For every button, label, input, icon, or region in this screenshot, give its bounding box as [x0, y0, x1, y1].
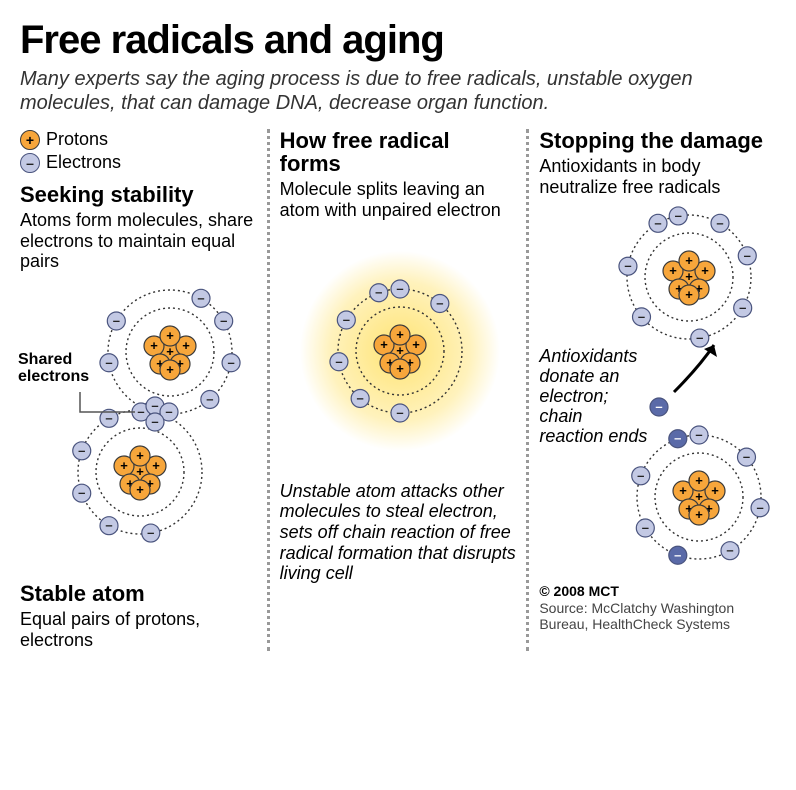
svg-text:+: +	[396, 361, 404, 376]
col1-bottom-body: Equal pairs of protons, electrons	[20, 609, 257, 650]
col-stopping-damage: Stopping the damage Antioxidants in body…	[526, 129, 776, 651]
svg-text:+: +	[686, 287, 694, 302]
col1-diagram: +++++++––––––+++++++–––––––––– Shared el…	[20, 272, 257, 582]
electron-icon: –	[20, 153, 40, 173]
svg-text:+: +	[686, 253, 694, 268]
svg-text:–: –	[739, 300, 746, 315]
col2-body: Molecule splits leaving an atom with unp…	[280, 179, 517, 220]
page-title: Free radicals and aging	[20, 18, 776, 63]
page-subtitle: Many experts say the aging process is du…	[20, 67, 776, 115]
svg-text:–: –	[220, 313, 227, 328]
svg-text:–: –	[642, 520, 649, 535]
svg-text:+: +	[182, 338, 190, 353]
svg-text:–: –	[696, 427, 703, 442]
svg-text:+: +	[696, 473, 704, 488]
svg-text:–: –	[696, 331, 703, 346]
svg-text:–: –	[151, 398, 158, 413]
col2-bottom-body: Unstable atom attacks other molecules to…	[280, 481, 517, 584]
svg-text:–: –	[743, 450, 750, 465]
svg-text:+: +	[120, 458, 128, 473]
svg-text:–: –	[342, 312, 349, 327]
svg-text:–: –	[675, 548, 682, 563]
col2-diagram: +++++++–––––––	[280, 221, 517, 481]
col1-body: Atoms form molecules, share electrons to…	[20, 210, 257, 272]
svg-text:–: –	[151, 414, 158, 429]
radical-svg: +++++++–––––––	[280, 221, 520, 481]
copyright-text: © 2008 MCT	[539, 583, 619, 599]
col3-body: Antioxidants in body neutralize free rad…	[539, 156, 776, 197]
svg-text:+: +	[396, 327, 404, 342]
source-text: Source: McClatchy Washington Bureau, Hea…	[539, 600, 734, 632]
svg-text:–: –	[655, 216, 662, 231]
shared-electrons-label: Shared electrons	[18, 352, 88, 386]
col3-heading: Stopping the damage	[539, 129, 776, 152]
svg-text:–: –	[625, 259, 632, 274]
credit-block: © 2008 MCT Source: McClatchy Washington …	[539, 583, 776, 631]
legend-proton-label: Protons	[46, 129, 108, 150]
col3-diagram: +++++++–––––––––+++++++–––––––– Antioxid…	[539, 197, 776, 577]
svg-text:+: +	[412, 337, 420, 352]
svg-text:+: +	[712, 483, 720, 498]
svg-text:+: +	[670, 263, 678, 278]
svg-text:–: –	[396, 405, 403, 420]
svg-text:+: +	[150, 338, 158, 353]
svg-text:–: –	[147, 525, 154, 540]
svg-text:–: –	[375, 284, 382, 299]
svg-text:+: +	[136, 448, 144, 463]
svg-text:–: –	[744, 248, 751, 263]
svg-text:+: +	[696, 507, 704, 522]
legend-electron-label: Electrons	[46, 152, 121, 173]
svg-text:–: –	[78, 443, 85, 458]
svg-text:–: –	[727, 543, 734, 558]
svg-text:+: +	[166, 328, 174, 343]
svg-text:–: –	[675, 208, 682, 223]
svg-text:–: –	[78, 485, 85, 500]
svg-text:–: –	[356, 390, 363, 405]
svg-text:+: +	[702, 263, 710, 278]
svg-text:–: –	[137, 404, 144, 419]
svg-text:–: –	[675, 431, 682, 446]
col1-heading: Seeking stability	[20, 183, 257, 206]
col1-bottom-heading: Stable atom	[20, 582, 257, 605]
svg-text:+: +	[136, 482, 144, 497]
svg-text:–: –	[637, 468, 644, 483]
svg-text:–: –	[113, 313, 120, 328]
col2-heading: How free radical forms	[280, 129, 517, 175]
svg-text:+: +	[152, 458, 160, 473]
svg-text:+: +	[680, 483, 688, 498]
svg-text:–: –	[396, 281, 403, 296]
svg-text:–: –	[105, 518, 112, 533]
svg-text:–: –	[717, 216, 724, 231]
antioxidant-annot: Antioxidants donate an electron; chain r…	[539, 347, 649, 446]
svg-text:–: –	[197, 290, 204, 305]
molecule-svg: +++++++––––––+++++++––––––––––	[20, 272, 260, 582]
svg-text:–: –	[757, 500, 764, 515]
svg-text:–: –	[335, 353, 342, 368]
svg-text:–: –	[638, 309, 645, 324]
svg-text:–: –	[656, 399, 663, 414]
legend-proton-row: + Protons	[20, 129, 257, 150]
svg-text:–: –	[165, 404, 172, 419]
col-free-radical: How free radical forms Molecule splits l…	[267, 129, 527, 651]
legend-electron-row: – Electrons	[20, 152, 257, 173]
svg-text:–: –	[436, 295, 443, 310]
svg-text:–: –	[105, 355, 112, 370]
svg-text:+: +	[166, 362, 174, 377]
svg-text:–: –	[227, 355, 234, 370]
columns: + Protons – Electrons Seeking stability …	[20, 129, 776, 651]
svg-text:+: +	[380, 337, 388, 352]
proton-icon: +	[20, 130, 40, 150]
svg-text:–: –	[206, 392, 213, 407]
col-seeking-stability: + Protons – Electrons Seeking stability …	[20, 129, 267, 651]
